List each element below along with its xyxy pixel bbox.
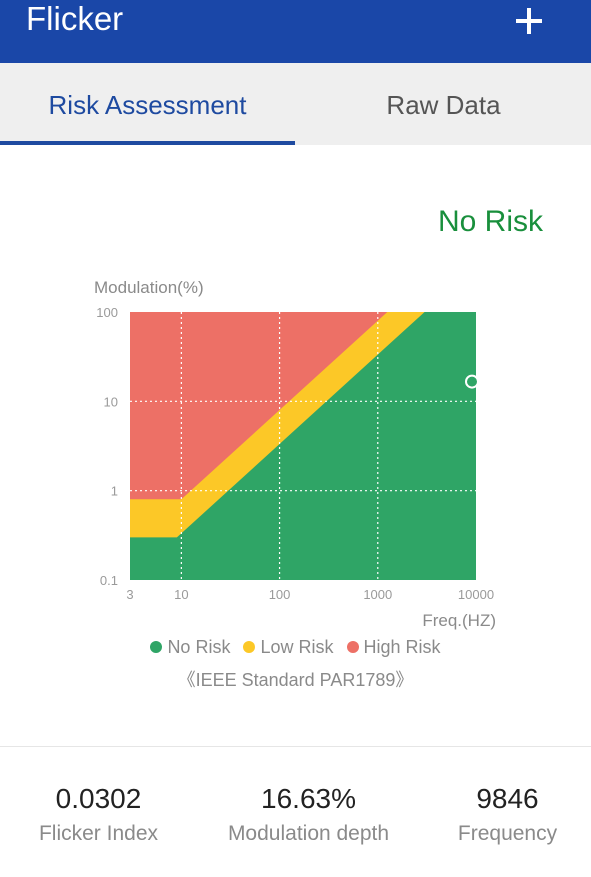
flicker-index-value: 0.0302 bbox=[55, 783, 142, 814]
tab-risk-assessment[interactable]: Risk Assessment bbox=[48, 90, 247, 120]
risk-status-label: No Risk bbox=[437, 205, 543, 238]
modulation-depth-label: Modulation depth bbox=[227, 822, 390, 845]
x-tick-label: 10000 bbox=[458, 587, 494, 602]
legend-low-risk: Low Risk bbox=[243, 637, 334, 658]
flicker-index-label: Flicker Index bbox=[38, 822, 159, 845]
flicker-risk-chart: Modulation(%) Freq.(HZ) 3 10 100 1000 10000 1… bbox=[94, 278, 496, 630]
frequency-label: Frequency bbox=[457, 822, 558, 845]
standard-reference: 《IEEE Standard PAR1789》 bbox=[177, 670, 414, 690]
divider bbox=[0, 746, 591, 747]
y-tick-label: 1 bbox=[111, 484, 118, 499]
legend-low-risk-label: Low Risk bbox=[260, 637, 334, 657]
x-axis-label: Freq.(HZ) bbox=[422, 611, 496, 630]
x-tick-label: 3 bbox=[126, 587, 133, 602]
stat-flicker-index: 0.0302 Flicker Index bbox=[0, 782, 197, 846]
no-risk-region bbox=[130, 312, 476, 580]
app-title: Flicker bbox=[26, 0, 124, 37]
x-tick-label: 1000 bbox=[363, 587, 392, 602]
axis-ticks: 3 10 100 1000 10000 100 10 1 0.1 bbox=[96, 305, 494, 602]
measurement-point bbox=[465, 374, 479, 389]
low-risk-dot bbox=[243, 641, 256, 653]
high-risk-dot bbox=[346, 641, 359, 653]
stat-modulation-depth: 16.63% Modulation depth bbox=[210, 782, 407, 846]
frequency-value: 9846 bbox=[476, 783, 539, 814]
tab-raw-data[interactable]: Raw Data bbox=[386, 90, 501, 120]
stat-frequency: 9846 Frequency bbox=[409, 782, 591, 846]
top-app-bar: Flicker bbox=[0, 0, 591, 63]
y-axis-label: Modulation(%) bbox=[94, 278, 204, 297]
y-tick-label: 100 bbox=[96, 305, 118, 320]
y-tick-label: 0.1 bbox=[100, 573, 118, 588]
legend-no-risk-label: No Risk bbox=[167, 637, 231, 657]
x-tick-label: 10 bbox=[174, 587, 188, 602]
active-tab-indicator bbox=[0, 141, 295, 145]
x-tick-label: 100 bbox=[269, 587, 291, 602]
tab-bar: Risk Assessment Raw Data bbox=[0, 63, 591, 145]
legend-high-risk-label: High Risk bbox=[363, 637, 441, 657]
chart-legend: No Risk Low Risk High Risk bbox=[0, 637, 591, 658]
no-risk-dot bbox=[150, 641, 163, 653]
y-tick-label: 10 bbox=[104, 394, 118, 409]
plus-icon[interactable] bbox=[512, 4, 546, 38]
legend-no-risk: No Risk bbox=[150, 637, 230, 658]
legend-high-risk: High Risk bbox=[346, 637, 441, 658]
modulation-depth-value: 16.63% bbox=[261, 783, 356, 814]
